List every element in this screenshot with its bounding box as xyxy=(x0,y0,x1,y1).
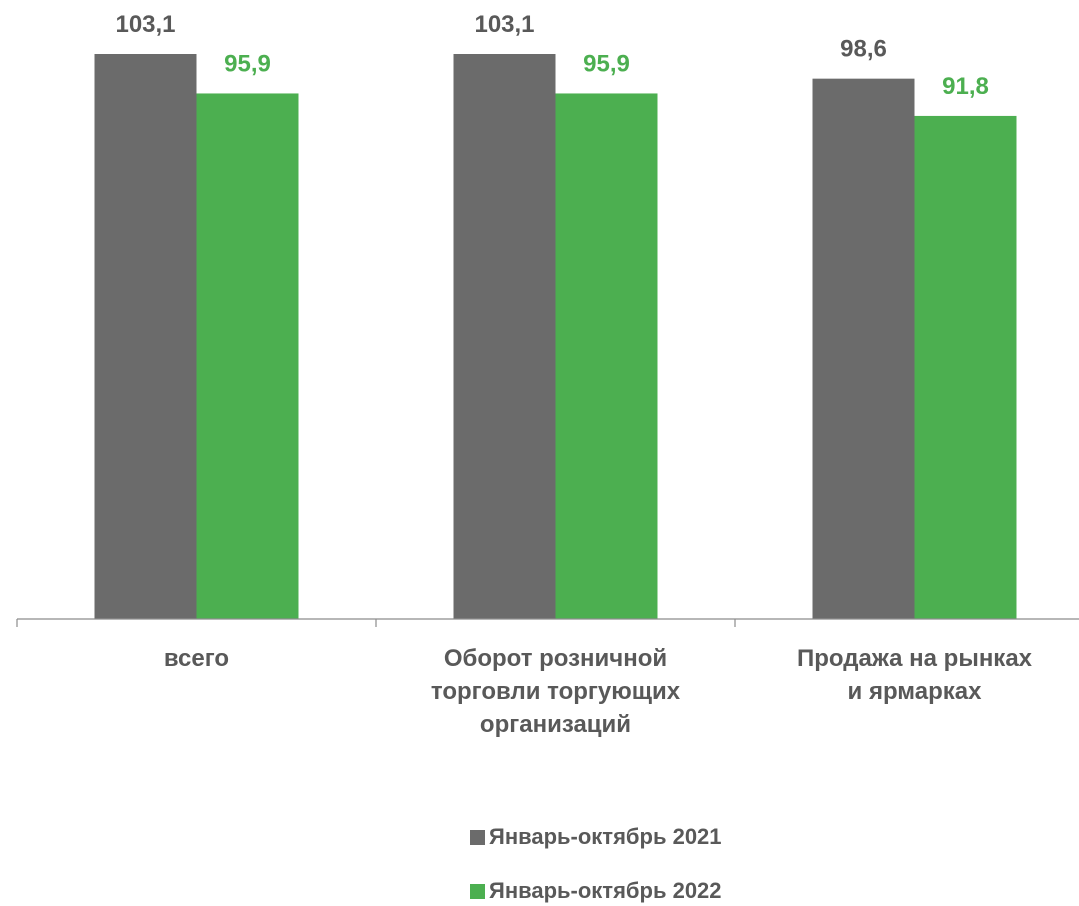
legend: Январь-октябрь 2021 Январь-октябрь 2022 xyxy=(470,822,722,906)
value-labels-group: 103,1 95,9 103,1 95,9 98,6 91,8 xyxy=(115,11,988,100)
value-label-s0-c2: 98,6 xyxy=(840,36,887,63)
category-label-0: всего xyxy=(164,645,229,672)
category-label-2: Продажа на рынках и ярмарках xyxy=(797,645,1033,705)
x-axis-ticks xyxy=(16,619,736,627)
legend-swatch-2022 xyxy=(470,883,485,899)
legend-label-2022: Январь-октябрь 2022 xyxy=(489,878,722,903)
legend-item-2021: Январь-октябрь 2021 xyxy=(470,822,722,852)
value-label-s0-c1: 103,1 xyxy=(474,11,534,38)
bar-s1-c1 xyxy=(555,93,658,619)
bar-s0-c2 xyxy=(812,78,915,619)
legend-item-2022: Январь-октябрь 2022 xyxy=(470,876,722,906)
bar-chart: 103,1 95,9 103,1 95,9 98,6 91,8 всего Оборот р… xyxy=(16,11,1079,738)
bars-group xyxy=(94,54,1017,619)
bar-s0-c1 xyxy=(453,54,556,619)
bar-s0-c0 xyxy=(94,54,197,619)
legend-label-2021: Январь-октябрь 2021 xyxy=(489,824,722,849)
value-label-s0-c0: 103,1 xyxy=(115,11,175,38)
bar-s1-c0 xyxy=(196,93,299,619)
category-label-1: Оборот розничной торговли торгующих органи… xyxy=(431,645,681,738)
legend-swatch-2021 xyxy=(470,829,485,845)
bar-s1-c2 xyxy=(914,115,1017,619)
value-label-s1-c2: 91,8 xyxy=(942,73,989,100)
value-label-s1-c0: 95,9 xyxy=(224,50,271,77)
category-labels-group: всего Оборот розничной торговли торгующих о… xyxy=(164,645,1033,738)
value-label-s1-c1: 95,9 xyxy=(583,50,630,77)
